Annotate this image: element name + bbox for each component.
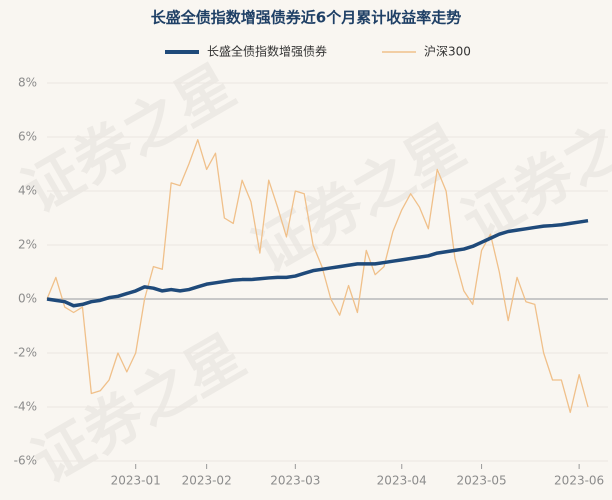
y-tick-label: -2% [14,346,37,360]
legend-text: 沪深300 [424,45,471,59]
y-tick-label: -4% [14,400,37,414]
y-tick-label: 4% [18,184,37,198]
x-tick-label: 2023-05 [457,474,507,488]
watermark: 证券之星 [11,51,246,226]
x-tick-label: 2023-01 [111,474,161,488]
y-tick-label: -6% [14,454,37,468]
series-line [46,218,589,308]
y-tick-label: 0% [18,292,37,306]
series-line [46,139,589,414]
y-tick-label: 2% [18,238,37,252]
watermark: 证券之星 [21,321,256,496]
chart-title: 长盛全债指数增强债券近6个月累计收益率走势 [151,9,461,27]
x-tick-label: 2023-06 [554,474,604,488]
legend-text: 长盛全债指数增强债券 [207,44,327,59]
y-tick-label: 8% [18,76,37,90]
watermark: 证券之星 [451,81,612,256]
x-tick-label: 2023-02 [182,474,232,488]
x-tick-label: 2023-04 [377,474,427,488]
x-tick-label: 2023-03 [270,474,320,488]
y-tick-label: 6% [18,130,37,144]
